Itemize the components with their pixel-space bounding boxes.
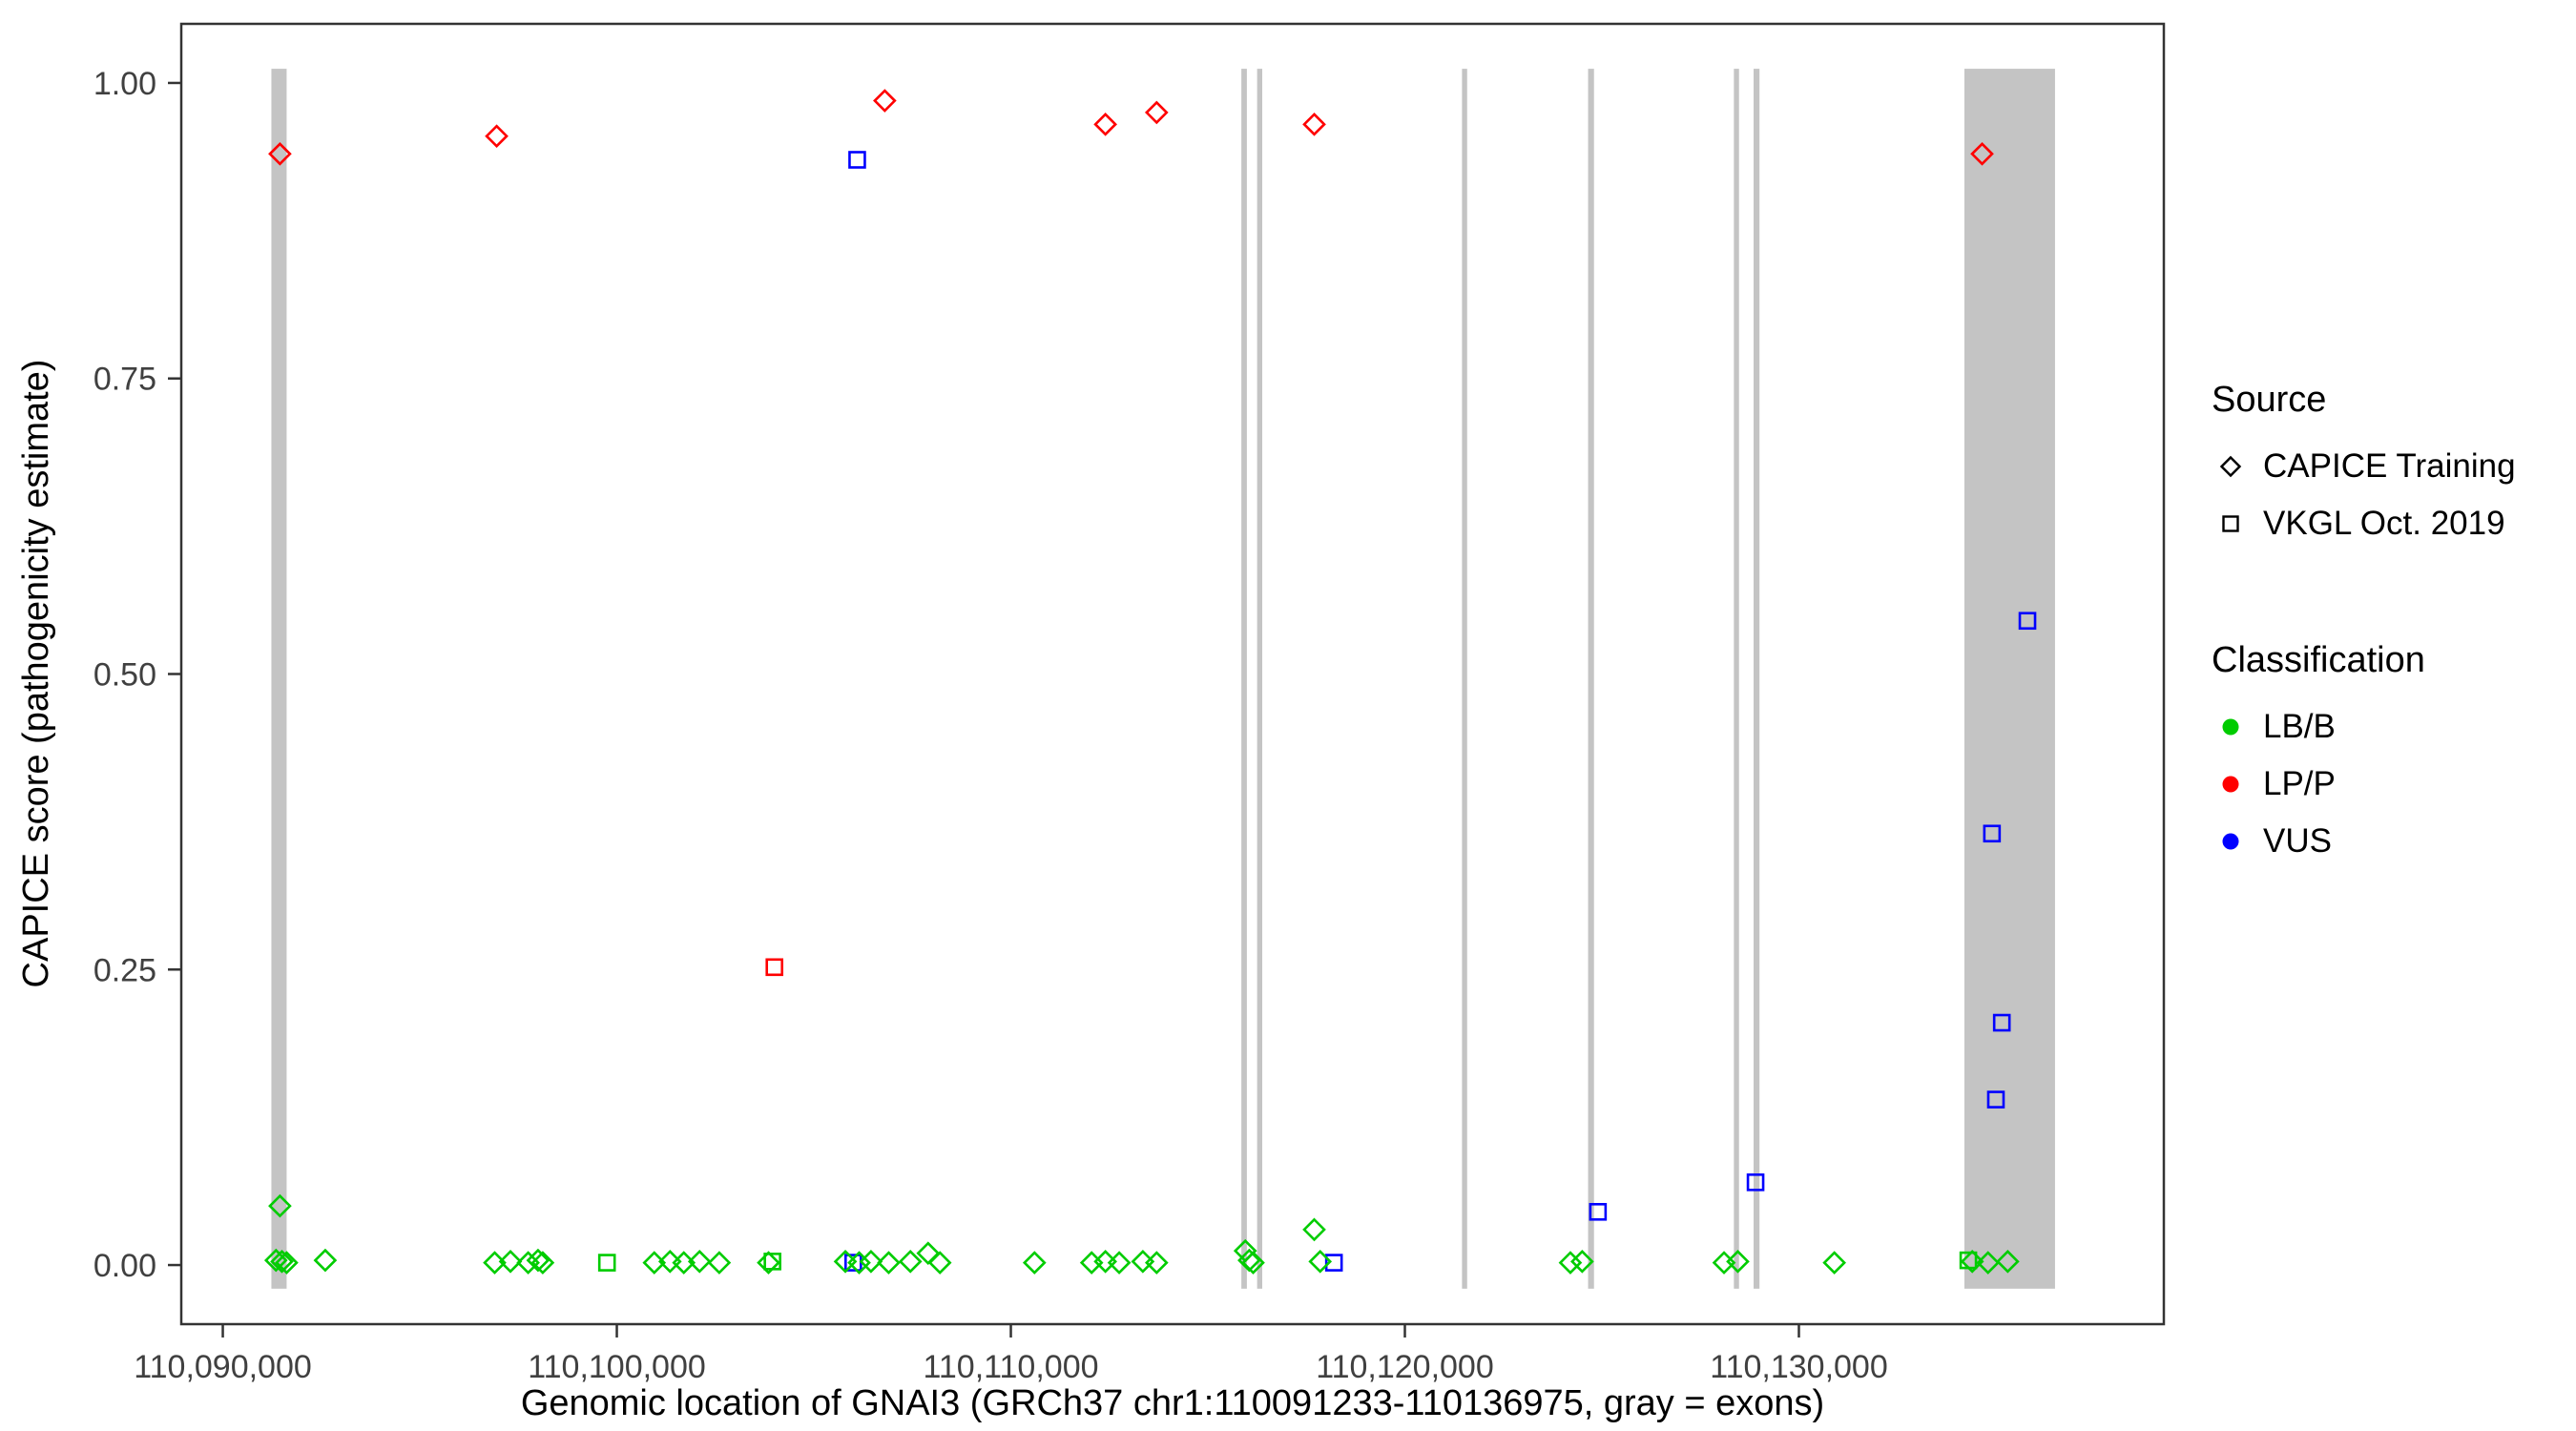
data-point-square bbox=[2018, 612, 2037, 631]
data-point-diamond bbox=[1144, 1251, 1169, 1275]
data-point-diamond bbox=[1093, 1249, 1117, 1274]
exon-band bbox=[271, 69, 287, 1289]
data-point-diamond bbox=[1558, 1251, 1583, 1275]
data-point-diamond bbox=[498, 1249, 523, 1274]
data-point-diamond bbox=[1726, 1249, 1750, 1274]
data-point-diamond bbox=[1022, 1251, 1047, 1275]
exon-band bbox=[1462, 69, 1467, 1289]
data-point-diamond bbox=[1570, 1249, 1594, 1274]
y-tick-label: 0.75 bbox=[93, 362, 156, 398]
data-point-diamond bbox=[916, 1241, 941, 1265]
legend-item-label: VUS bbox=[2263, 822, 2332, 860]
data-point-diamond bbox=[1241, 1251, 1265, 1275]
exon-bands-layer bbox=[271, 69, 2055, 1289]
data-point-diamond bbox=[859, 1249, 883, 1274]
legend-source-title: Source bbox=[2212, 380, 2327, 420]
data-points-layer bbox=[263, 89, 2037, 1275]
y-tick-label: 0.25 bbox=[93, 952, 156, 988]
data-point-diamond bbox=[268, 1193, 292, 1218]
exon-band bbox=[1963, 69, 2055, 1289]
legend-classification-block: Classification LB/B LP/P VUS bbox=[2212, 640, 2516, 870]
data-point-diamond bbox=[1302, 1217, 1326, 1242]
data-point-diamond bbox=[530, 1251, 555, 1275]
data-point-diamond bbox=[516, 1251, 540, 1275]
legend-item-vkgl: VKGL Oct. 2019 bbox=[2212, 495, 2516, 552]
data-point-diamond bbox=[1996, 1249, 2020, 1274]
panel-border bbox=[179, 22, 2166, 1326]
data-point-diamond bbox=[1822, 1251, 1846, 1275]
data-point-square bbox=[597, 1254, 616, 1272]
data-point-diamond bbox=[898, 1249, 923, 1274]
data-point-diamond bbox=[1093, 112, 1117, 136]
x-tick-label: 110,130,000 bbox=[1710, 1349, 1888, 1385]
legend-item-vus: VUS bbox=[2212, 813, 2516, 870]
y-tick-label: 1.00 bbox=[93, 66, 156, 102]
x-axis-title: Genomic location of GNAI3 (GRCh37 chr1:1… bbox=[521, 1383, 1824, 1423]
data-point-diamond bbox=[847, 1251, 871, 1275]
exon-band bbox=[1241, 69, 1247, 1289]
square-icon bbox=[2212, 505, 2250, 543]
data-point-diamond bbox=[1960, 1249, 1984, 1274]
axes-layer: 110,090,000 110,100,000 110,110,000 110,120… bbox=[93, 66, 1888, 1385]
data-point-square bbox=[1589, 1202, 1608, 1221]
data-point-diamond bbox=[313, 1248, 338, 1273]
data-point-square bbox=[848, 151, 866, 169]
data-point-diamond bbox=[873, 89, 897, 113]
data-point-square bbox=[1986, 1090, 2005, 1109]
data-point-diamond bbox=[270, 1249, 294, 1274]
data-point-diamond bbox=[1079, 1251, 1104, 1275]
data-point-square bbox=[765, 958, 784, 977]
data-point-diamond bbox=[275, 1251, 299, 1275]
data-point-square bbox=[763, 1253, 781, 1271]
legend: Source CAPICE Training VKGL Oct. 2019 Cl… bbox=[2212, 380, 2516, 870]
data-point-diamond bbox=[1107, 1251, 1132, 1275]
x-tick-label: 110,120,000 bbox=[1316, 1349, 1494, 1385]
x-tick-label: 110,100,000 bbox=[528, 1349, 706, 1385]
x-tick-label: 110,110,000 bbox=[923, 1349, 1098, 1385]
data-point-diamond bbox=[1976, 1251, 2001, 1275]
data-point-diamond bbox=[485, 124, 509, 149]
green-dot-icon bbox=[2212, 708, 2250, 746]
data-point-diamond bbox=[268, 141, 292, 166]
data-point-diamond bbox=[1308, 1249, 1333, 1274]
data-point-diamond bbox=[1144, 100, 1169, 125]
y-axis-title: CAPICE score (pathogenicity estimate) bbox=[16, 360, 56, 988]
diamond-icon bbox=[2212, 447, 2250, 486]
exon-band bbox=[1257, 69, 1262, 1289]
data-point-diamond bbox=[877, 1251, 901, 1275]
data-point-diamond bbox=[1302, 112, 1326, 136]
data-point-square bbox=[1983, 824, 2002, 843]
data-point-diamond bbox=[1131, 1249, 1155, 1274]
data-point-diamond bbox=[1970, 141, 1994, 166]
data-point-square bbox=[1324, 1254, 1343, 1272]
legend-item-lpp: LP/P bbox=[2212, 756, 2516, 813]
exon-band bbox=[1734, 69, 1739, 1289]
x-tick-label: 110,090,000 bbox=[134, 1349, 312, 1385]
legend-item-label: LB/B bbox=[2263, 708, 2336, 745]
data-point-diamond bbox=[687, 1249, 712, 1274]
legend-item-label: LP/P bbox=[2263, 765, 2336, 802]
blue-dot-icon bbox=[2212, 822, 2250, 861]
data-point-diamond bbox=[526, 1248, 551, 1273]
y-tick-label: 0.00 bbox=[93, 1248, 156, 1284]
data-point-square bbox=[1959, 1251, 1978, 1270]
exon-band bbox=[1753, 69, 1760, 1289]
y-tick-label: 0.50 bbox=[93, 657, 156, 694]
legend-item-lbb: LB/B bbox=[2212, 698, 2516, 756]
data-point-square bbox=[1992, 1013, 2011, 1032]
data-point-diamond bbox=[927, 1251, 952, 1275]
data-point-diamond bbox=[707, 1251, 732, 1275]
legend-source-block: Source CAPICE Training VKGL Oct. 2019 bbox=[2212, 380, 2516, 552]
data-point-diamond bbox=[1712, 1251, 1736, 1275]
legend-classification-title: Classification bbox=[2212, 640, 2425, 680]
exon-band bbox=[1588, 69, 1594, 1289]
legend-item-label: VKGL Oct. 2019 bbox=[2263, 505, 2505, 542]
data-point-square bbox=[1746, 1173, 1765, 1192]
red-dot-icon bbox=[2212, 765, 2250, 803]
data-point-diamond bbox=[757, 1251, 780, 1275]
legend-item-capice-training: CAPICE Training bbox=[2212, 438, 2516, 495]
legend-item-label: CAPICE Training bbox=[2263, 447, 2516, 485]
